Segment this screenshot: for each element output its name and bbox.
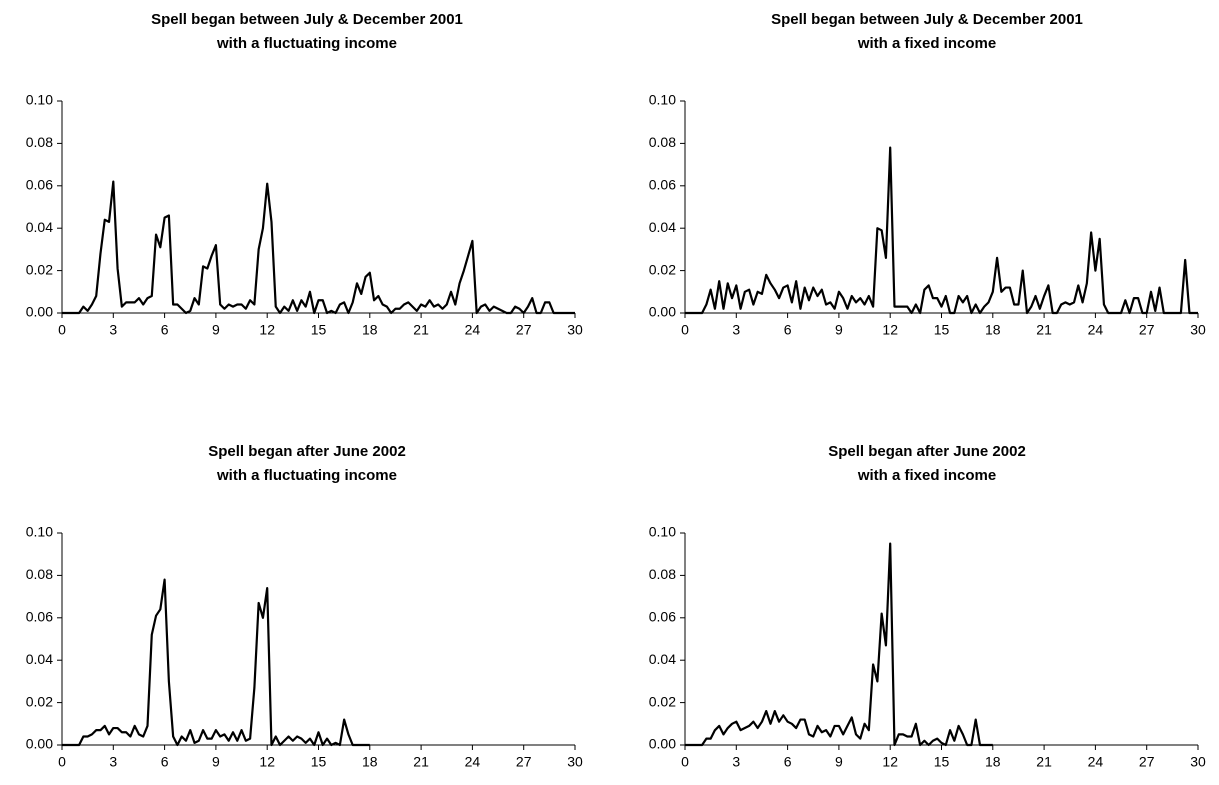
chart-title: Spell began after June 2002 — [828, 443, 1026, 460]
y-tick-label: 0.04 — [649, 219, 676, 235]
y-tick-label: 0.04 — [26, 651, 53, 667]
x-tick-label: 27 — [516, 754, 532, 770]
x-tick-label: 0 — [681, 754, 689, 770]
x-tick-label: 27 — [1139, 322, 1155, 338]
x-tick-label: 30 — [567, 754, 583, 770]
x-tick-label: 0 — [681, 322, 689, 338]
x-tick-label: 18 — [362, 322, 378, 338]
data-line — [685, 542, 993, 747]
x-tick-label: 6 — [161, 754, 169, 770]
y-tick-label: 0.02 — [649, 261, 676, 277]
chart-title: with a fixed income — [857, 467, 996, 484]
chart-title: Spell began after June 2002 — [208, 443, 406, 460]
x-tick-label: 9 — [835, 754, 843, 770]
y-tick-label: 0.06 — [649, 609, 676, 625]
x-tick-label: 30 — [1190, 322, 1206, 338]
x-tick-label: 21 — [1036, 322, 1052, 338]
x-tick-label: 18 — [362, 754, 378, 770]
y-tick-label: 0.00 — [649, 736, 676, 752]
x-tick-label: 15 — [311, 754, 327, 770]
chart-title: Spell began between July & December 2001 — [151, 11, 463, 28]
y-tick-label: 0.00 — [26, 304, 53, 320]
x-tick-label: 21 — [1036, 754, 1052, 770]
y-tick-label: 0.06 — [26, 609, 53, 625]
x-tick-label: 18 — [985, 322, 1001, 338]
x-tick-label: 12 — [882, 754, 898, 770]
y-tick-label: 0.08 — [26, 566, 53, 582]
x-tick-label: 0 — [58, 322, 66, 338]
x-tick-label: 9 — [212, 322, 220, 338]
x-tick-label: 21 — [413, 322, 429, 338]
x-tick-label: 15 — [934, 754, 950, 770]
x-tick-label: 3 — [109, 322, 117, 338]
y-tick-label: 0.10 — [26, 92, 53, 108]
x-tick-label: 9 — [212, 754, 220, 770]
x-tick-label: 24 — [465, 754, 481, 770]
y-tick-label: 0.04 — [649, 651, 676, 667]
y-tick-label: 0.08 — [649, 134, 676, 150]
data-line — [685, 146, 1198, 315]
x-tick-label: 21 — [413, 754, 429, 770]
x-tick-label: 3 — [732, 322, 740, 338]
x-tick-label: 12 — [259, 322, 275, 338]
y-tick-label: 0.06 — [26, 177, 53, 193]
x-tick-label: 3 — [109, 754, 117, 770]
x-tick-label: 0 — [58, 754, 66, 770]
x-tick-label: 30 — [1190, 754, 1206, 770]
x-tick-label: 9 — [835, 322, 843, 338]
x-tick-label: 3 — [732, 754, 740, 770]
y-tick-label: 0.10 — [649, 92, 676, 108]
x-tick-label: 12 — [882, 322, 898, 338]
x-tick-label: 27 — [1139, 754, 1155, 770]
x-tick-label: 24 — [465, 322, 481, 338]
y-tick-label: 0.08 — [649, 566, 676, 582]
y-tick-label: 0.06 — [649, 177, 676, 193]
x-tick-label: 24 — [1088, 754, 1104, 770]
chart-title: with a fixed income — [857, 35, 996, 52]
y-tick-label: 0.02 — [26, 693, 53, 709]
x-tick-label: 15 — [311, 322, 327, 338]
x-tick-label: 15 — [934, 322, 950, 338]
x-tick-label: 30 — [567, 322, 583, 338]
x-tick-label: 6 — [161, 322, 169, 338]
y-tick-label: 0.02 — [649, 693, 676, 709]
data-line — [62, 180, 575, 315]
y-tick-label: 0.02 — [26, 261, 53, 277]
chart-title: with a fluctuating income — [216, 467, 397, 484]
chart-title: with a fluctuating income — [216, 35, 397, 52]
y-tick-label: 0.04 — [26, 219, 53, 235]
y-tick-label: 0.10 — [649, 524, 676, 540]
x-tick-label: 6 — [784, 754, 792, 770]
data-line — [62, 578, 370, 747]
x-tick-label: 12 — [259, 754, 275, 770]
x-tick-label: 27 — [516, 322, 532, 338]
x-tick-label: 18 — [985, 754, 1001, 770]
chart-title: Spell began between July & December 2001 — [771, 11, 1083, 28]
x-tick-label: 24 — [1088, 322, 1104, 338]
y-tick-label: 0.08 — [26, 134, 53, 150]
y-tick-label: 0.10 — [26, 524, 53, 540]
x-tick-label: 6 — [784, 322, 792, 338]
y-tick-label: 0.00 — [26, 736, 53, 752]
y-tick-label: 0.00 — [649, 304, 676, 320]
